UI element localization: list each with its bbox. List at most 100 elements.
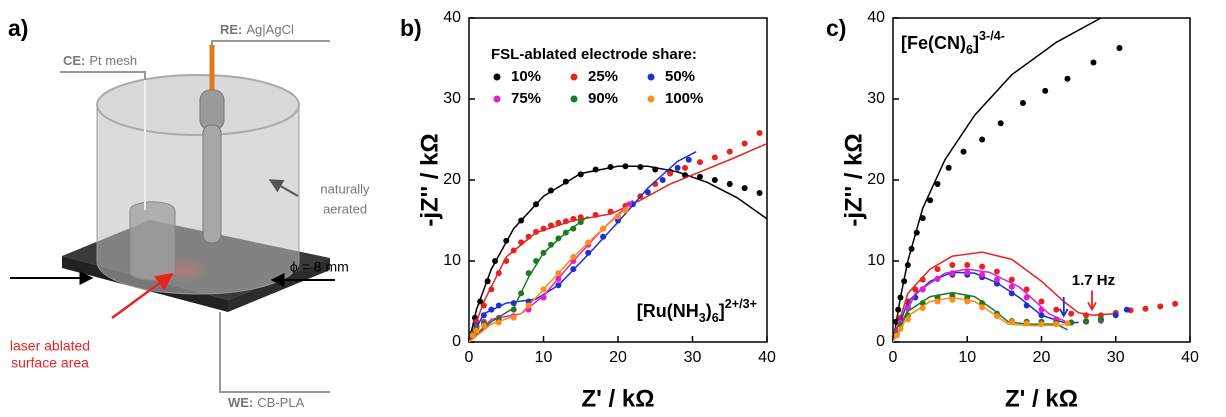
data-point — [949, 296, 956, 303]
y-tick-label: 0 — [876, 333, 885, 350]
leader — [60, 71, 146, 80]
data-point — [1064, 75, 1071, 82]
annotation-part: 2+/3+ — [725, 297, 757, 311]
data-point — [488, 306, 495, 313]
data-point — [562, 178, 569, 185]
data-point — [979, 136, 986, 143]
annotation: [Fe(CN)6]3-/4- — [901, 29, 1005, 57]
data-point — [592, 211, 599, 218]
data-point — [540, 294, 547, 301]
data-point — [659, 177, 666, 183]
data-point — [533, 258, 540, 264]
data-point — [949, 270, 956, 277]
data-point — [1023, 302, 1030, 309]
data-point — [1008, 283, 1015, 290]
data-point — [547, 187, 554, 194]
data-point — [488, 286, 495, 293]
data-point — [964, 269, 971, 276]
ce-mesh — [129, 201, 176, 281]
x-tick-label: 30 — [1107, 349, 1125, 366]
y-tick-label: 10 — [443, 252, 461, 269]
data-point — [1083, 317, 1090, 324]
data-point — [1157, 303, 1164, 310]
data-point — [540, 249, 547, 256]
data-point — [1038, 306, 1045, 313]
data-point — [469, 332, 476, 339]
frequency-arrow — [1058, 296, 1069, 318]
y-tick-label: 10 — [867, 252, 885, 269]
fit-line — [469, 165, 767, 342]
x-tick-label: 0 — [889, 349, 898, 366]
data-point — [570, 253, 577, 260]
data-point — [726, 181, 733, 188]
legend-label: 75% — [511, 90, 541, 107]
data-point — [652, 166, 659, 173]
y-tick-label: 40 — [867, 9, 885, 26]
data-point — [696, 159, 703, 166]
leader — [219, 312, 330, 393]
y-tick-label: 30 — [443, 90, 461, 107]
data-point — [934, 275, 941, 282]
annotation-part: ] — [973, 33, 979, 53]
data-point — [1008, 290, 1015, 297]
data-point — [1083, 312, 1090, 319]
x-tick-label: 20 — [609, 349, 627, 366]
data-point — [756, 130, 763, 137]
data-point — [540, 286, 547, 293]
legend-title: FSL-ablated electrode share: — [491, 46, 697, 63]
panel-label: c) — [826, 15, 846, 41]
data-point — [492, 258, 499, 264]
panel-label: b) — [400, 15, 422, 41]
data-point — [607, 208, 614, 215]
data-point — [897, 326, 904, 333]
data-point — [533, 228, 540, 235]
data-point — [626, 201, 633, 208]
data-point — [1008, 276, 1015, 283]
data-point — [1023, 294, 1030, 301]
frequency-arrow — [1087, 290, 1097, 312]
data-point — [741, 140, 748, 147]
data-point — [585, 249, 592, 256]
legend-marker — [647, 73, 655, 81]
data-point — [518, 217, 525, 224]
legend-marker — [570, 73, 578, 81]
arrow — [111, 272, 174, 320]
y-tick-label: 40 — [443, 9, 461, 26]
plot-area — [893, 18, 1179, 342]
data-point — [913, 229, 920, 236]
data-point — [577, 214, 584, 221]
data-point — [945, 164, 952, 171]
data-point — [555, 282, 562, 289]
data-point — [993, 268, 1000, 275]
data-point — [979, 271, 986, 278]
annotation-part: 3 — [699, 311, 706, 325]
ce-label: CE: Pt mesh — [63, 53, 137, 68]
data-point — [674, 164, 681, 171]
data-point — [495, 319, 502, 326]
data-point — [1008, 318, 1015, 325]
y-tick-label: 30 — [867, 90, 885, 107]
data-point — [607, 164, 614, 171]
data-point — [919, 286, 926, 293]
data-point — [908, 245, 915, 252]
data-point — [1042, 87, 1049, 94]
y-tick-label: 20 — [867, 171, 885, 188]
data-point — [540, 225, 547, 232]
data-point — [993, 276, 1000, 283]
data-point — [960, 148, 967, 155]
data-point — [1053, 306, 1060, 313]
data-point — [919, 304, 926, 311]
plot-frame — [468, 17, 768, 343]
legend-label: 10% — [511, 68, 541, 85]
data-point — [637, 164, 644, 171]
data-point — [577, 171, 584, 178]
data-point — [525, 233, 532, 240]
data-point — [997, 120, 1004, 127]
data-point — [1023, 286, 1030, 293]
data-point — [1053, 321, 1060, 328]
data-point — [1019, 100, 1026, 107]
data-point — [964, 262, 971, 269]
x-tick-label: 40 — [758, 349, 776, 366]
data-point — [622, 163, 629, 170]
